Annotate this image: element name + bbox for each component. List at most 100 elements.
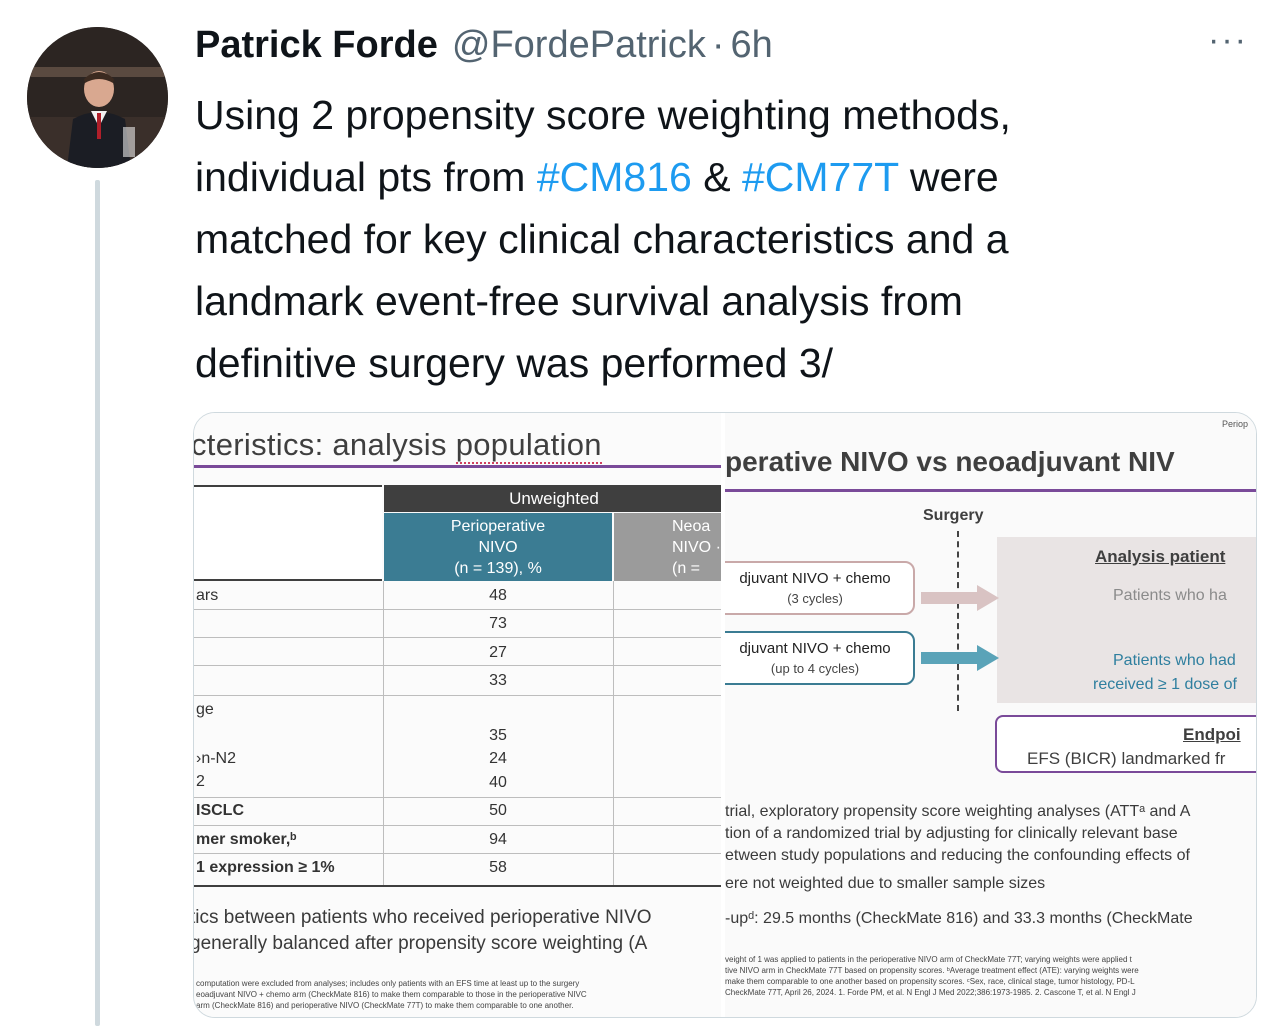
slide-footnote: generally balanced after propensity scor… bbox=[194, 933, 648, 954]
arm-cycles: (up to 4 cycles) bbox=[770, 661, 860, 676]
table-cell: 94 bbox=[489, 831, 507, 848]
table-rule bbox=[194, 885, 721, 887]
slide-tag: Periop bbox=[1221, 419, 1248, 429]
slide-title-rule bbox=[725, 489, 1256, 492]
table-cell: 35 bbox=[489, 727, 507, 744]
column-header-line: NIVO bbox=[478, 539, 518, 556]
slide-bullet-text: -upᵈ: 29.5 months (CheckMate 816) and 33… bbox=[725, 910, 1193, 927]
tweet-text-span: were bbox=[898, 154, 999, 200]
table-divider bbox=[383, 581, 384, 887]
table-column-header: Neoa NIVO · (n = bbox=[614, 513, 721, 581]
separator-dot: · bbox=[711, 24, 725, 66]
media-image-right[interactable]: Periop perative NIVO vs neoadjuvant NIV … bbox=[721, 413, 1256, 1017]
analysis-text-line: received ≥ 1 dose of bbox=[1093, 676, 1237, 693]
column-header-line: (n = bbox=[672, 560, 701, 577]
table-rule bbox=[194, 665, 721, 666]
treatment-arm-box: djuvant NIVO + chemo (up to 4 cycles) bbox=[725, 631, 915, 685]
slide-title-rule bbox=[194, 465, 721, 468]
tweet-line: definitive surgery was performed 3/ bbox=[195, 340, 834, 386]
tweet-line: Using 2 propensity score weighting metho… bbox=[195, 92, 1011, 138]
treatment-arm-box: djuvant NIVO + chemo (3 cycles) bbox=[725, 561, 915, 615]
analysis-population-text: Patients who ha bbox=[1113, 587, 1227, 604]
table-rule bbox=[194, 695, 721, 696]
slide-fineprint: CheckMate 77T, April 26, 2024. 1. Forde … bbox=[725, 988, 1136, 997]
slide-fineprint: computation were excluded from analyses;… bbox=[196, 979, 580, 988]
slide-fineprint: eoadjuvant NIVO + chemo arm (CheckMate 8… bbox=[196, 990, 587, 999]
endpoint-title: Endpoi bbox=[1183, 725, 1241, 744]
surgery-label: Surgery bbox=[923, 507, 984, 524]
table-divider bbox=[613, 581, 614, 887]
author-name[interactable]: Patrick Forde bbox=[195, 24, 438, 66]
table-rule bbox=[194, 797, 721, 798]
slide-bullet-text: trial, exploratory propensity score weig… bbox=[725, 803, 1191, 820]
slide-fineprint: arm (CheckMate 816) and perioperative NI… bbox=[196, 1001, 574, 1010]
table-row-label: 2 bbox=[196, 773, 205, 790]
tweet-text: Using 2 propensity score weighting metho… bbox=[195, 84, 1255, 394]
arm-label: djuvant NIVO + chemo bbox=[739, 640, 891, 657]
table-rule bbox=[194, 825, 721, 826]
slide-title-text: population bbox=[455, 427, 602, 464]
hashtag-link[interactable]: #CM77T bbox=[741, 154, 899, 200]
arrow-right-icon bbox=[921, 585, 999, 611]
table-rule bbox=[194, 853, 721, 854]
table-group-header: Unweighted bbox=[384, 485, 721, 512]
tweet-text-span: individual pts from bbox=[195, 154, 537, 200]
slide-fineprint: veight of 1 was applied to patients in t… bbox=[725, 955, 1132, 964]
table-cell: 73 bbox=[489, 615, 507, 632]
slide-fineprint: make them comparable to one another base… bbox=[725, 977, 1135, 986]
slide-title-text: cteristics: analysis bbox=[194, 427, 456, 462]
thread-line bbox=[95, 180, 100, 1026]
analysis-population-title: Analysis patient bbox=[1095, 547, 1226, 566]
endpoint-text: EFS (BICR) landmarked fr bbox=[1027, 749, 1226, 768]
column-header-line: NIVO · bbox=[672, 539, 721, 556]
table-cell: 48 bbox=[489, 587, 507, 604]
avatar[interactable] bbox=[27, 27, 168, 168]
table-cell: 24 bbox=[489, 750, 507, 767]
table-cell: 27 bbox=[489, 644, 507, 661]
tweet-line: individual pts from #CM816 & #CM77T were bbox=[195, 146, 1255, 208]
table-rule bbox=[194, 485, 382, 487]
endpoint-box: Endpoi EFS (BICR) landmarked fr bbox=[995, 715, 1256, 773]
table-cell: 33 bbox=[489, 672, 507, 689]
table-header-blank bbox=[194, 485, 382, 581]
table-row-label: ISCLC bbox=[196, 802, 244, 819]
column-header-line: (n = 139), % bbox=[454, 560, 542, 577]
slide-bullet-text: etween study populations and reducing th… bbox=[725, 847, 1190, 864]
slide-bullet-text: tion of a randomized trial by adjusting … bbox=[725, 825, 1178, 842]
arm-cycles: (3 cycles) bbox=[787, 591, 843, 606]
hashtag-link[interactable]: #CM816 bbox=[536, 154, 692, 200]
table-row-label: ars bbox=[196, 587, 219, 604]
tweet-header: Patrick Forde @FordePatrick · 6h bbox=[195, 24, 773, 74]
media-image-left[interactable]: cteristics: analysis population Unweight… bbox=[194, 413, 721, 1017]
table-row-label: 1 expression ≥ 1% bbox=[196, 859, 335, 876]
column-header-line: Neoa bbox=[672, 518, 711, 535]
table-rule bbox=[194, 609, 721, 610]
arrow-right-icon bbox=[921, 645, 999, 671]
more-options-icon[interactable]: ··· bbox=[1208, 21, 1248, 59]
surgery-dashed-line bbox=[957, 531, 959, 711]
slide-bullet-text: ere not weighted due to smaller sample s… bbox=[725, 875, 1046, 892]
arm-label: djuvant NIVO + chemo bbox=[739, 570, 891, 587]
analysis-population-box bbox=[997, 537, 1256, 703]
timestamp[interactable]: 6h bbox=[730, 24, 773, 66]
table-row-label: mer smoker,ᵇ bbox=[196, 831, 297, 848]
column-header-line: Perioperative bbox=[450, 518, 546, 535]
table-rule bbox=[194, 637, 721, 638]
table-cell: 50 bbox=[489, 802, 507, 819]
author-handle[interactable]: @FordePatrick bbox=[451, 24, 706, 66]
table-column-header: Perioperative NIVO (n = 139), % bbox=[384, 513, 612, 581]
table-row-label: ›n-N2 bbox=[196, 750, 237, 767]
slide-title: perative NIVO vs neoadjuvant NIV bbox=[725, 446, 1175, 477]
avatar-photo bbox=[27, 27, 168, 168]
table-cell: 58 bbox=[489, 859, 507, 876]
tweet-line: landmark event-free survival analysis fr… bbox=[195, 278, 963, 324]
tweet-line: matched for key clinical characteristics… bbox=[195, 216, 1009, 262]
media-attachment[interactable]: cteristics: analysis population Unweight… bbox=[193, 412, 1257, 1018]
slide-footnote: tics between patients who received perio… bbox=[194, 907, 652, 928]
tweet-text-span: & bbox=[691, 154, 742, 200]
slide-fineprint: tive NIVO arm in CheckMate 77T based on … bbox=[725, 966, 1139, 975]
analysis-text-line: Patients who had bbox=[1113, 652, 1236, 669]
analysis-population-text: Patients who had received ≥ 1 dose of bbox=[1093, 649, 1237, 697]
table-row-label: ge bbox=[196, 701, 214, 718]
table-cell: 40 bbox=[489, 774, 507, 791]
